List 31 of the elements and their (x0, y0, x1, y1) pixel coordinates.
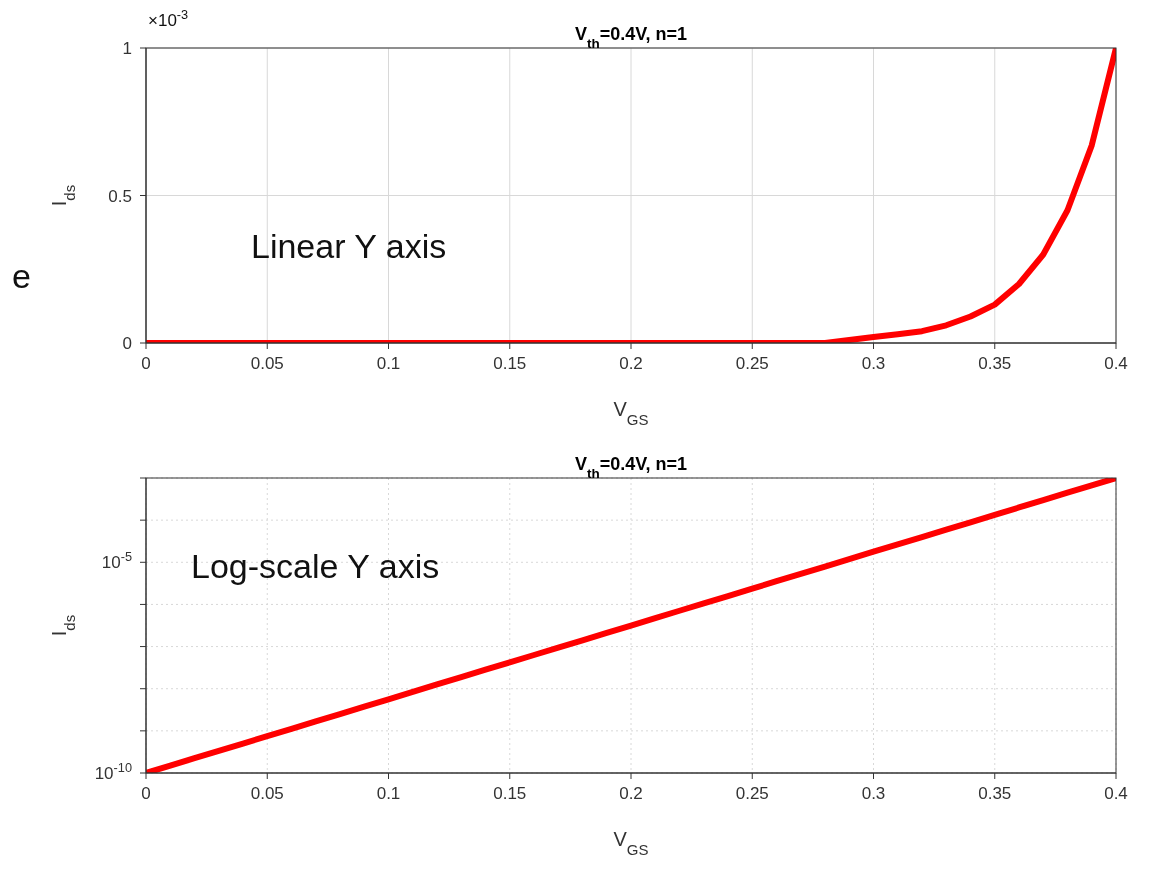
x-tick-label: 0.4 (1104, 784, 1128, 803)
y-tick-label: 1 (122, 39, 132, 58)
x-tick-label: 0.3 (861, 784, 886, 803)
x-tick-label: 0 (141, 354, 151, 373)
x-tick-label: 0.4 (1104, 354, 1128, 373)
x-tick-label: 0.1 (376, 784, 401, 803)
x-axis-title: V$_{GS}$ (613, 398, 649, 428)
y-tick-label: 0 (122, 334, 132, 353)
x-tick-label: 0.1 (376, 354, 401, 373)
x-tick-label: 0.15 (493, 354, 527, 373)
chart-title: V$_{th}$=0.4V, n=1 (574, 454, 688, 481)
x-tick-label: 0.35 (978, 354, 1012, 373)
x-tick-label: 0.05 (250, 354, 284, 373)
x-tick-label: 0.35 (978, 784, 1012, 803)
text: ×10$^{-3}$ (148, 6, 189, 30)
x-tick-label: 0.25 (735, 354, 769, 373)
x-tick-label: 0.2 (619, 354, 643, 373)
text: e (12, 257, 31, 295)
x-tick-label: 0.25 (735, 784, 769, 803)
y-tick-label: 0.5 (108, 186, 132, 206)
y-tick-label: 10$^{-5}$ (101, 548, 132, 573)
x-tick-label: 0.2 (619, 784, 643, 803)
annotation: Log-scale Y axis (191, 547, 440, 585)
x-tick-label: 0 (141, 784, 151, 803)
x-tick-label: 0.05 (250, 784, 284, 803)
x-axis-title: V$_{GS}$ (613, 828, 649, 858)
y-tick-label: 10$^{-10}$ (94, 759, 132, 783)
chart-title: V$_{th}$=0.4V, n=1 (574, 24, 688, 51)
x-tick-label: 0.3 (861, 354, 886, 373)
x-tick-label: 0.15 (493, 784, 527, 803)
annotation: Linear Y axis (251, 227, 447, 265)
